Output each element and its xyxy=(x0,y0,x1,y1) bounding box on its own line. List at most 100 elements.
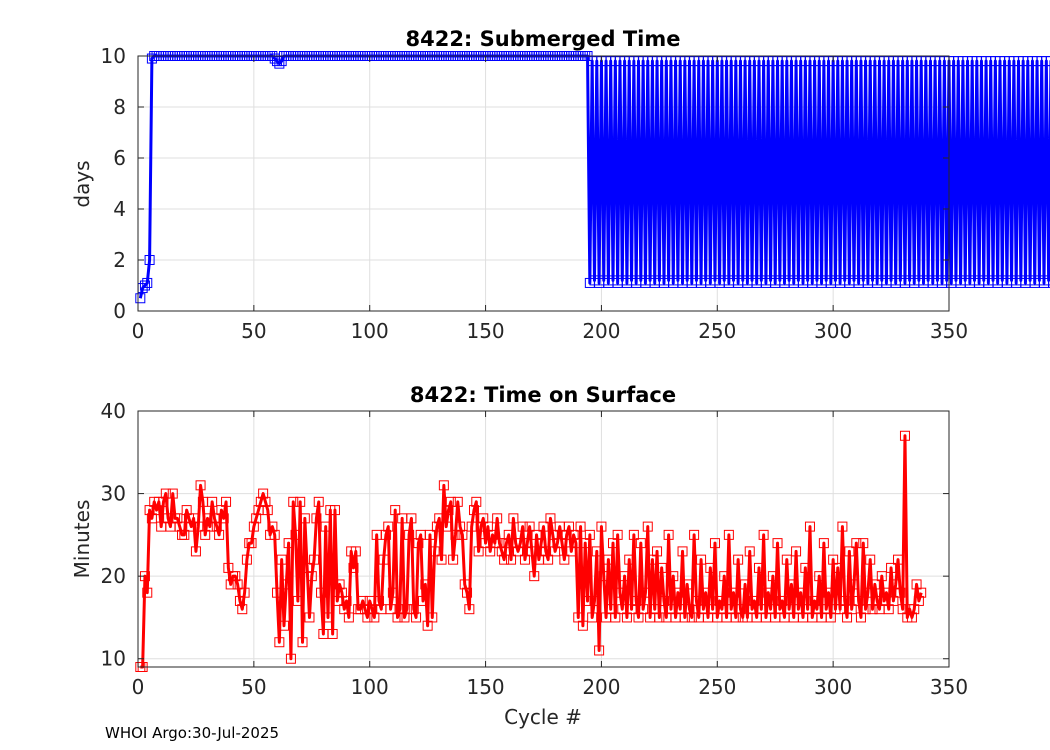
data-point-marker xyxy=(160,488,171,499)
data-point-marker xyxy=(248,521,259,532)
data-point-marker xyxy=(373,595,384,606)
data-point-marker xyxy=(392,612,403,623)
data-point-marker xyxy=(404,529,415,540)
data-point-marker xyxy=(218,513,229,524)
data-point-marker xyxy=(295,496,306,507)
data-point-marker xyxy=(545,513,556,524)
data-point-marker xyxy=(591,546,602,557)
data-point-marker xyxy=(285,653,296,664)
data-point-marker xyxy=(638,604,649,615)
data-point-marker xyxy=(327,628,338,639)
data-point-marker xyxy=(860,604,871,615)
data-point-marker xyxy=(167,488,178,499)
data-point-marker xyxy=(304,612,315,623)
data-point-marker xyxy=(434,513,445,524)
data-point-marker xyxy=(846,604,857,615)
data-point-marker xyxy=(267,521,278,532)
x-tick-label: 350 xyxy=(930,675,968,699)
submerged-time-chart: 0 50 100 150 200 250 300 350 0 2 4 6 8 10 8422: Subme… xyxy=(70,27,1050,343)
data-point-marker xyxy=(758,529,769,540)
data-point-marker xyxy=(559,554,570,565)
data-point-marker xyxy=(628,529,639,540)
data-point-marker xyxy=(610,612,621,623)
data-point-marker xyxy=(288,496,299,507)
data-point-marker xyxy=(142,587,153,598)
data-point-marker xyxy=(313,496,324,507)
data-point-marker xyxy=(292,595,303,606)
data-point-marker xyxy=(475,521,486,532)
data-point-marker xyxy=(777,595,788,606)
data-point-marker xyxy=(823,587,834,598)
data-point-marker xyxy=(139,280,150,291)
data-point-marker xyxy=(849,579,859,590)
data-point-marker xyxy=(543,554,554,565)
data-point-marker xyxy=(429,546,440,557)
data-point-marker xyxy=(744,546,755,557)
data-point-marker xyxy=(749,595,760,606)
data-point-marker xyxy=(839,595,850,606)
data-point-marker xyxy=(399,612,410,623)
data-point-marker xyxy=(281,579,292,590)
data-point-marker xyxy=(786,579,797,590)
data-point-marker xyxy=(596,521,607,532)
data-point-marker xyxy=(642,521,653,532)
data-point-marker xyxy=(311,513,322,524)
data-point-marker xyxy=(561,529,572,540)
data-point-marker xyxy=(635,538,646,549)
data-point-marker xyxy=(329,505,340,516)
x-tick-label: 50 xyxy=(241,675,266,699)
data-point-marker xyxy=(587,612,598,623)
data-point-marker xyxy=(401,604,412,615)
data-point-marker xyxy=(459,579,470,590)
data-point-marker xyxy=(487,529,498,540)
data-point-marker xyxy=(603,554,614,565)
data-point-marker xyxy=(239,587,250,598)
data-point-marker xyxy=(906,612,917,623)
data-point-marker xyxy=(181,505,192,516)
data-point-marker xyxy=(513,546,524,557)
x-tick-label: 200 xyxy=(582,675,620,699)
data-point-marker xyxy=(230,571,241,582)
data-point-marker xyxy=(508,513,519,524)
chart-title: 8422: Submerged Time xyxy=(405,27,680,51)
data-point-marker xyxy=(689,529,700,540)
data-point-marker xyxy=(320,521,331,532)
x-tick-label: 0 xyxy=(132,675,145,699)
data-point-marker xyxy=(237,604,248,615)
data-point-marker xyxy=(211,521,222,532)
data-point-marker xyxy=(809,595,820,606)
data-point-marker xyxy=(1045,56,1050,67)
data-point-marker xyxy=(503,529,514,540)
data-point-marker xyxy=(269,529,280,540)
data-point-marker xyxy=(714,595,725,606)
data-point-marker xyxy=(190,546,201,557)
x-axis-label: Cycle # xyxy=(504,705,582,729)
data-point-marker xyxy=(728,587,739,598)
data-point-marker xyxy=(594,645,605,656)
y-tick-label: 20 xyxy=(101,564,126,588)
data-point-marker xyxy=(468,505,479,516)
data-point-marker xyxy=(913,595,924,606)
data-point-marker xyxy=(221,496,232,507)
data-point-marker xyxy=(614,587,625,598)
data-point-marker xyxy=(691,595,702,606)
data-point-marker xyxy=(844,546,855,557)
y-tick-label: 30 xyxy=(101,482,126,506)
x-tick-label: 150 xyxy=(466,675,504,699)
data-point-marker xyxy=(494,538,505,549)
data-point-marker xyxy=(246,538,257,549)
data-point-marker xyxy=(436,554,447,565)
data-point-marker xyxy=(686,612,697,623)
data-point-marker xyxy=(832,562,843,573)
data-point-marker xyxy=(278,620,289,631)
data-point-marker xyxy=(455,521,466,532)
data-point-marker xyxy=(420,579,431,590)
data-point-marker xyxy=(297,637,308,648)
data-point-marker xyxy=(438,480,449,491)
data-point-marker xyxy=(299,513,310,524)
data-point-marker xyxy=(652,546,663,557)
data-point-marker xyxy=(584,529,595,540)
data-point-marker xyxy=(631,595,642,606)
data-point-marker xyxy=(654,612,665,623)
data-point-marker xyxy=(272,587,283,598)
